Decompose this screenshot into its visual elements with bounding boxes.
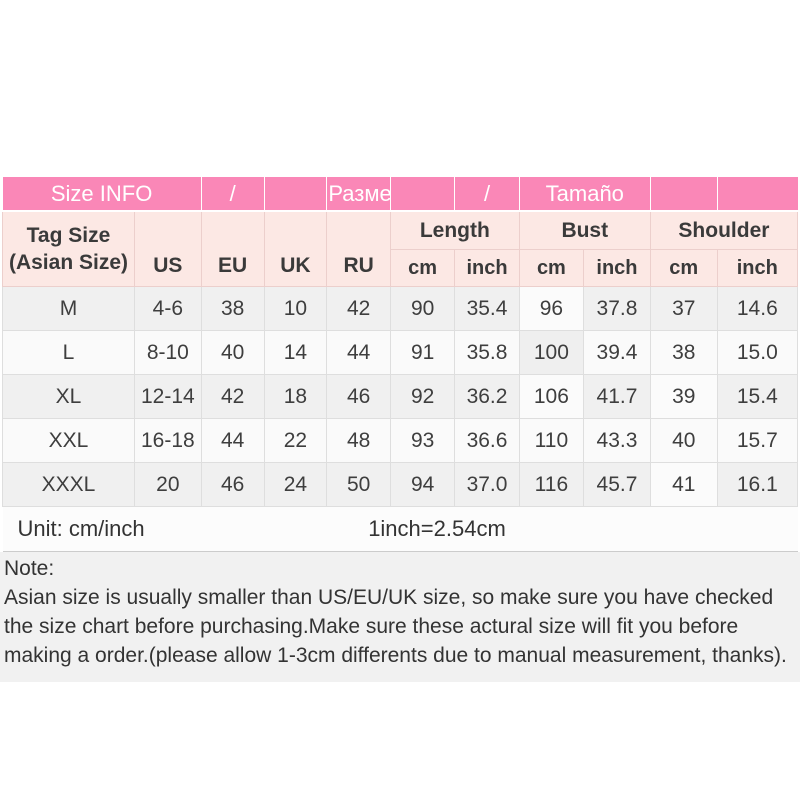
size-label: XXXL [2, 462, 135, 507]
header-title-en: Size INFO [2, 177, 202, 212]
cell-bust-cm: 110 [518, 418, 585, 463]
cell-ru: 48 [326, 418, 391, 463]
cell-uk: 22 [263, 418, 328, 463]
cell-shoulder-cm: 38 [649, 330, 718, 375]
cell-shoulder-cm: 39 [649, 374, 718, 419]
cell-eu: 38 [200, 286, 265, 331]
cell-ru: 46 [326, 374, 391, 419]
cell-eu: 42 [200, 374, 265, 419]
cell-bust-inch: 43.3 [583, 418, 651, 463]
size-label: XL [2, 374, 135, 419]
bust-inch-header: inch [583, 249, 651, 287]
unit-row-cell: Unit: cm/inch 1inch=2.54cm [2, 506, 798, 552]
size-row-m: M 4-6 38 10 42 90 35.4 96 37.8 37 14.6 [2, 286, 799, 331]
unit-row: Unit: cm/inch 1inch=2.54cm [2, 506, 798, 552]
size-label: L [2, 330, 135, 375]
cell-length-cm: 91 [389, 330, 456, 375]
cell-uk: 14 [263, 330, 328, 375]
cell-ru: 44 [326, 330, 391, 375]
cell-shoulder-inch: 14.6 [716, 286, 799, 331]
size-row-l: L 8-10 40 14 44 91 35.8 100 39.4 38 15.0 [2, 330, 799, 375]
pink-header-spacer [390, 177, 456, 212]
cell-bust-cm: 106 [518, 374, 585, 419]
cell-length-inch: 35.4 [454, 286, 520, 331]
cell-bust-inch: 37.8 [583, 286, 651, 331]
shoulder-group-header: Shoulder [649, 210, 799, 250]
column-group-row: Tag Size (Asian Size) US EU UK RU Length… [2, 210, 799, 287]
cell-length-cm: 90 [389, 286, 456, 331]
pink-header-spacer [650, 177, 718, 212]
cell-shoulder-inch: 15.7 [716, 418, 799, 463]
cell-bust-cm: 100 [518, 330, 585, 375]
unit-subheader-row: cm inch cm inch cm inch [3, 249, 799, 287]
cell-shoulder-cm: 40 [649, 418, 718, 463]
tag-size-line1: Tag Size [26, 223, 111, 247]
header-title-ru: Размер [326, 177, 391, 212]
cell-us: 12-14 [133, 374, 202, 419]
cell-bust-cm: 96 [518, 286, 585, 331]
size-row-xxxl: XXXL 20 46 24 50 94 37.0 116 45.7 41 16.1 [2, 462, 799, 507]
pink-header-spacer [264, 177, 328, 212]
cell-bust-inch: 45.7 [583, 462, 651, 507]
cell-shoulder-inch: 16.1 [716, 462, 799, 507]
eu-column-header: EU [200, 210, 265, 287]
unit-label: Unit: cm/inch [17, 516, 145, 541]
size-table-body: M 4-6 38 10 42 90 35.4 96 37.8 37 14.6 L 8-10 40 14 44 9… [2, 286, 799, 507]
ru-column-header: RU [326, 210, 391, 287]
cell-bust-inch: 39.4 [583, 330, 651, 375]
cell-length-cm: 94 [389, 462, 456, 507]
cell-shoulder-inch: 15.4 [716, 374, 799, 419]
size-label: XXL [2, 418, 135, 463]
cell-us: 16-18 [133, 418, 202, 463]
cell-length-inch: 37.0 [454, 462, 520, 507]
header-separator-1: / [201, 177, 265, 212]
pink-header-row: Size INFO / Размер / Tamaño [2, 177, 798, 212]
cell-ru: 42 [326, 286, 391, 331]
shoulder-cm-header: cm [649, 249, 718, 287]
length-cm-header: cm [389, 249, 456, 287]
size-chart-table: Size INFO / Размер / Tamaño Tag Size (As… [2, 177, 799, 552]
cell-us: 4-6 [133, 286, 202, 331]
header-separator-2: / [454, 177, 520, 212]
tag-size-line2: (Asian Size) [8, 251, 128, 274]
cell-uk: 24 [263, 462, 328, 507]
cell-bust-cm: 116 [518, 462, 585, 507]
cell-shoulder-cm: 37 [649, 286, 718, 331]
size-row-xl: XL 12-14 42 18 46 92 36.2 106 41.7 39 15.4 [2, 374, 799, 419]
cell-length-inch: 36.6 [454, 418, 520, 463]
uk-column-header: UK [263, 210, 328, 287]
cell-uk: 18 [263, 374, 328, 419]
note-label: Note: [4, 557, 55, 580]
header-title-es: Tamaño [519, 177, 651, 212]
cell-eu: 46 [200, 462, 265, 507]
cell-shoulder-cm: 41 [649, 462, 718, 507]
size-label: M [2, 286, 135, 331]
cell-bust-inch: 41.7 [583, 374, 651, 419]
size-chart-container: Size INFO / Размер / Tamaño Tag Size (As… [0, 177, 800, 552]
cell-us: 20 [133, 462, 202, 507]
note-text: Asian size is usually smaller than US/EU… [4, 586, 787, 667]
cell-shoulder-inch: 15.0 [716, 330, 799, 375]
cell-length-cm: 93 [389, 418, 456, 463]
cell-ru: 50 [326, 462, 391, 507]
cell-length-cm: 92 [389, 374, 456, 419]
cell-uk: 10 [263, 286, 328, 331]
length-group-header: Length [389, 210, 520, 250]
bust-cm-header: cm [518, 249, 585, 287]
tag-size-column-header: Tag Size (Asian Size) [2, 210, 135, 287]
note-box: Note: Asian size is usually smaller than… [0, 552, 800, 682]
pink-header-spacer [717, 177, 798, 212]
size-row-xxl: XXL 16-18 44 22 48 93 36.6 110 43.3 40 15.7 [2, 418, 799, 463]
cell-length-inch: 35.8 [454, 330, 520, 375]
bust-group-header: Bust [518, 210, 651, 250]
shoulder-inch-header: inch [716, 249, 799, 287]
us-column-header: US [133, 210, 202, 287]
conversion-text: 1inch=2.54cm [368, 516, 506, 541]
cell-length-inch: 36.2 [454, 374, 520, 419]
cell-eu: 40 [200, 330, 265, 375]
cell-eu: 44 [200, 418, 265, 463]
length-inch-header: inch [454, 249, 520, 287]
cell-us: 8-10 [133, 330, 202, 375]
